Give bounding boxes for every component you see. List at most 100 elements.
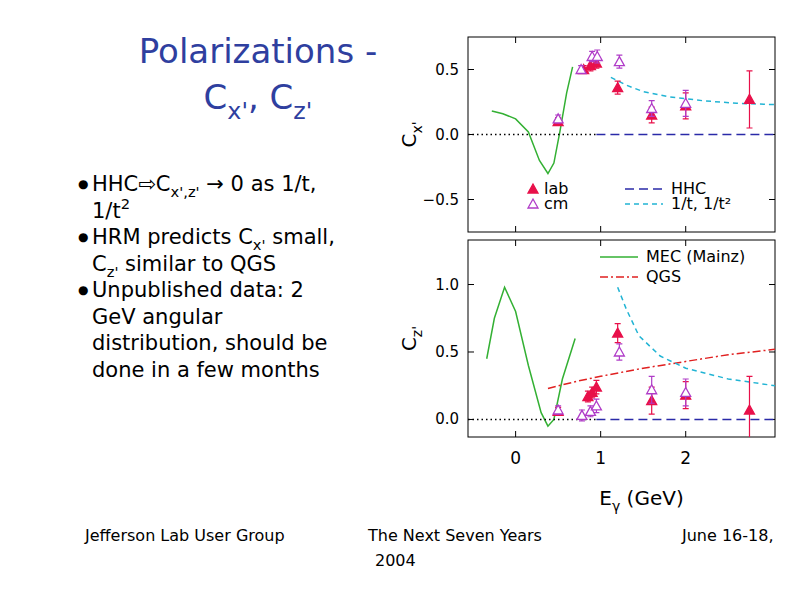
series-line: [596, 419, 775, 421]
point: [681, 98, 691, 107]
legend: labcmHHC1/t, 1/t²: [528, 179, 731, 213]
x-tick: [515, 37, 516, 43]
y-axis-label: Cx': [397, 121, 425, 147]
x-tick: [600, 226, 601, 232]
plot-frame: [468, 240, 775, 437]
legend-marker: [528, 199, 538, 208]
bullet-text-run: distribution, should be: [92, 331, 328, 355]
series-line: [618, 287, 775, 386]
x-tick: [685, 431, 686, 437]
bullet-text-run: 1/t: [92, 199, 121, 223]
title-run: C: [204, 77, 228, 117]
legend-label: QGS: [646, 267, 681, 286]
y-axis-label-run: x': [409, 121, 425, 133]
footer-text: 2004: [375, 551, 416, 570]
series-line: [468, 134, 596, 136]
point: [553, 405, 563, 414]
bullet-text-run: small,: [266, 225, 335, 249]
x-tick: [685, 37, 686, 43]
y-tick-label: 1.0: [435, 276, 459, 294]
y-axis-label-run: C: [397, 134, 421, 148]
x-tick: [515, 431, 516, 437]
plot-data: [468, 287, 775, 437]
bullet-text: Unpublished data: 2: [92, 278, 304, 302]
y-tick: [769, 351, 775, 352]
x-tick: [600, 431, 601, 437]
legend-line: [625, 203, 663, 205]
bullet-dot: ●: [78, 283, 88, 297]
y-tick: [769, 284, 775, 285]
bullet-text-run: done in a few months: [92, 358, 320, 382]
legend-marker: [528, 184, 538, 193]
title: Cx', Cz': [204, 77, 313, 125]
legend: MEC (Mainz)QGS: [600, 247, 745, 286]
x-tick: [515, 226, 516, 232]
bullet-text-run: Unpublished data: 2: [92, 278, 304, 302]
legend-label: MEC (Mainz): [646, 247, 745, 266]
legend-line: [600, 276, 638, 278]
bullet-text: Cz' similar to QGS: [92, 252, 276, 280]
footer-text: June 16-18,: [681, 526, 774, 545]
y-tick: [769, 199, 775, 200]
title-run: Polarizations -: [139, 31, 377, 71]
bullet-text: done in a few months: [92, 358, 320, 382]
chart: −0.50.00.5Cx'labcmHHC1/t, 1/t²: [397, 37, 775, 232]
y-tick: [468, 69, 474, 70]
point: [744, 405, 754, 414]
x-tick: [685, 240, 686, 246]
slide: Polarizations -Cx', Cz'●HHC⇨Cx',z' → 0 a…: [0, 0, 794, 595]
point: [614, 57, 624, 66]
legend-label: 1/t, 1/t²: [671, 194, 731, 213]
y-tick: [468, 284, 474, 285]
x-tick: [685, 226, 686, 232]
x-tick-label: 0: [510, 448, 521, 468]
bullet-text-run: similar to QGS: [118, 252, 276, 276]
footer-text: The Next Seven Years: [367, 526, 542, 545]
x-tick: [600, 37, 601, 43]
title: Polarizations -: [139, 31, 377, 71]
series-line: [487, 287, 575, 426]
bullet-text-run: 2: [121, 195, 130, 212]
x-axis-label-run: E: [599, 486, 612, 510]
bullet-text: HRM predicts Cx' small,: [92, 225, 335, 253]
point: [591, 401, 601, 410]
bullet-text: 1/t2: [92, 195, 130, 222]
footer-text: Jefferson Lab User Group: [84, 526, 285, 545]
x-axis-label: Eγ (GeV): [599, 486, 683, 514]
legend-line: [625, 188, 663, 190]
bullet-text-run: → 0 as 1/t,: [200, 172, 317, 196]
y-tick-label: 0.0: [435, 126, 459, 144]
point: [744, 94, 754, 103]
bullet-text-run: C: [92, 252, 107, 276]
point: [613, 328, 623, 337]
point: [591, 382, 601, 391]
y-axis-label-run: z': [409, 326, 425, 337]
title-run: z': [293, 97, 312, 125]
point: [592, 52, 602, 61]
x-tick-label: 1: [595, 448, 606, 468]
series-line: [492, 67, 573, 174]
point: [614, 347, 624, 356]
point: [681, 387, 691, 396]
point: [647, 385, 657, 394]
y-axis-label-run: C: [397, 337, 421, 351]
y-tick-label: 0.0: [435, 410, 459, 428]
plot-frame: [468, 37, 775, 232]
point: [647, 104, 657, 113]
bullet-text-run: x',z': [171, 183, 200, 200]
bullet-dot: ●: [78, 230, 88, 244]
title-run: , C: [248, 77, 293, 117]
series-line: [596, 134, 775, 136]
bullet-text: distribution, should be: [92, 331, 328, 355]
x-axis-label-run: γ: [612, 498, 620, 514]
legend-label: cm: [544, 194, 568, 213]
point: [553, 114, 563, 123]
x-tick: [600, 240, 601, 246]
y-tick: [769, 69, 775, 70]
bullet-text-run: HRM predicts C: [92, 225, 253, 249]
point: [613, 83, 623, 92]
x-tick-label: 2: [680, 448, 691, 468]
series-line: [548, 349, 775, 388]
y-axis-label: Cz': [397, 326, 425, 351]
y-tick-label: 0.5: [435, 61, 459, 79]
